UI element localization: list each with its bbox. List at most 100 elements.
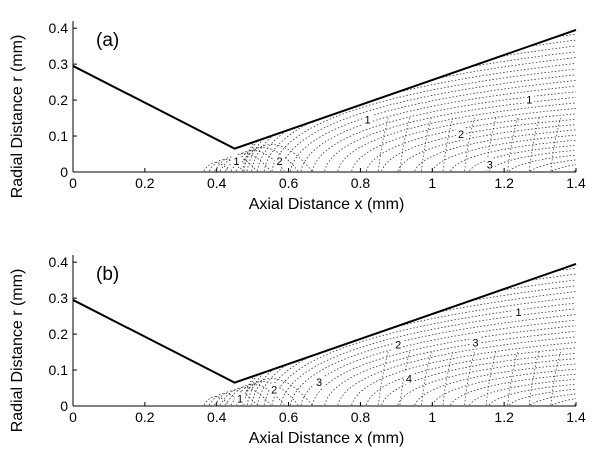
- contour-line: [442, 116, 454, 172]
- contour-line: [365, 113, 576, 172]
- contour-line: [551, 163, 576, 172]
- x-tick-label: 0: [69, 409, 77, 425]
- contour-line: [464, 116, 475, 172]
- contour-label-bg: [235, 392, 246, 405]
- y-tick-label: 0.4: [49, 20, 69, 36]
- contour-line: [378, 350, 389, 406]
- x-tick-label: 1.2: [494, 409, 514, 425]
- contour-line: [450, 373, 576, 406]
- contour-line: [208, 159, 244, 172]
- y-tick-label: 0.4: [49, 254, 69, 270]
- contour-label: 2: [271, 384, 277, 396]
- x-tick-label: 0.2: [135, 175, 155, 191]
- x-tick-label: 0.2: [135, 409, 155, 425]
- contour-line: [551, 397, 576, 406]
- contour-line: [235, 144, 313, 172]
- contour-label: 3: [487, 159, 493, 171]
- x-tick-label: 1: [428, 409, 436, 425]
- nozzle-wall: [72, 29, 577, 150]
- contour-label: 4: [406, 374, 412, 386]
- contour-line: [381, 352, 576, 406]
- y-tick-label: 0.3: [49, 56, 69, 72]
- contour-line: [324, 96, 576, 172]
- contour-line: [300, 319, 576, 406]
- contour-label-bg: [393, 338, 404, 351]
- panel-label: (b): [96, 264, 119, 285]
- contour-field: [203, 267, 576, 406]
- contour-label-bg: [456, 127, 467, 140]
- contour-line: [485, 350, 497, 406]
- contour-line: [397, 358, 576, 406]
- x-axis-label: Axial Distance x (mm): [249, 196, 405, 213]
- contour-label-bg: [269, 383, 280, 396]
- y-tick-label: 0.2: [49, 326, 69, 342]
- panel-a: 0 0.2 0.4 0.6 0.8 1 1.2 1.4 0 0.1 0.2 0.3 0.4 Axial D…: [9, 20, 586, 213]
- contour-label-bg: [274, 154, 285, 167]
- contour-line: [280, 308, 576, 406]
- contour-line: [203, 162, 230, 172]
- contour-line: [529, 393, 576, 406]
- x-tick-label: 1.4: [566, 175, 586, 191]
- contour-label: 3: [472, 338, 478, 350]
- contour-line: [488, 383, 576, 406]
- x-tick-label: 0.4: [207, 175, 227, 191]
- contour-label: 1: [515, 307, 521, 319]
- y-tick-label: 0: [60, 398, 68, 414]
- contour-line: [507, 350, 519, 406]
- y-tick-label: 0.2: [49, 92, 69, 108]
- contour-label-bg: [470, 336, 481, 349]
- contour-line: [251, 51, 576, 172]
- contour-line: [431, 368, 576, 406]
- contour-line: [280, 74, 576, 172]
- contour-line: [399, 116, 411, 172]
- x-tick-label: 1.4: [566, 409, 586, 425]
- contour-line: [225, 150, 285, 172]
- x-tick-label: 1: [428, 175, 436, 191]
- contour-line: [414, 129, 576, 172]
- contour-line: [263, 62, 576, 172]
- contour-line: [219, 153, 271, 172]
- contour-label-bg: [362, 113, 373, 126]
- contour-line: [208, 393, 244, 406]
- contour-line: [450, 139, 576, 172]
- contour-label: 2: [277, 156, 283, 168]
- panel-b: 0 0.2 0.4 0.6 0.8 1 1.2 1.4 0 0.1 0.2 0.3 0.4 Axial D…: [9, 254, 586, 447]
- y-tick-label: 0: [60, 164, 68, 180]
- x-tick-label: 0.6: [279, 175, 299, 191]
- contour-line: [381, 118, 576, 172]
- contour-label-bg: [524, 93, 535, 106]
- contour-line: [365, 347, 576, 406]
- contour-label-bg: [513, 306, 524, 319]
- contour-line: [251, 285, 576, 406]
- contour-line: [550, 116, 562, 172]
- contour-field: [203, 33, 576, 172]
- x-tick-label: 0.8: [351, 409, 371, 425]
- contour-line: [397, 124, 576, 172]
- contour-label: 3: [316, 377, 322, 389]
- contour-label: 2: [458, 129, 464, 141]
- contour-line: [230, 381, 299, 406]
- contour-line: [337, 336, 576, 406]
- contour-label-bg: [484, 158, 495, 171]
- contour-line: [203, 396, 230, 406]
- contour-line: [337, 102, 576, 172]
- contour-label: 1: [365, 114, 371, 126]
- contour-label: 1: [237, 393, 243, 405]
- contour-line: [324, 330, 576, 406]
- contour-line: [230, 147, 299, 172]
- contour-line: [312, 325, 576, 406]
- contour-line: [442, 350, 454, 406]
- contour-line: [421, 350, 432, 406]
- x-axis-label: Axial Distance x (mm): [249, 430, 405, 447]
- contour-line: [573, 401, 576, 406]
- y-axis-label: Radial Distance r (mm): [9, 35, 26, 199]
- contour-line: [573, 167, 576, 172]
- x-tick-label: 1.2: [494, 175, 514, 191]
- y-tick-label: 0.1: [49, 128, 69, 144]
- contour-line: [469, 378, 576, 406]
- contour-line: [246, 279, 576, 406]
- contour-label-bg: [231, 154, 242, 167]
- contour-line: [351, 341, 576, 406]
- contour-line: [550, 350, 562, 406]
